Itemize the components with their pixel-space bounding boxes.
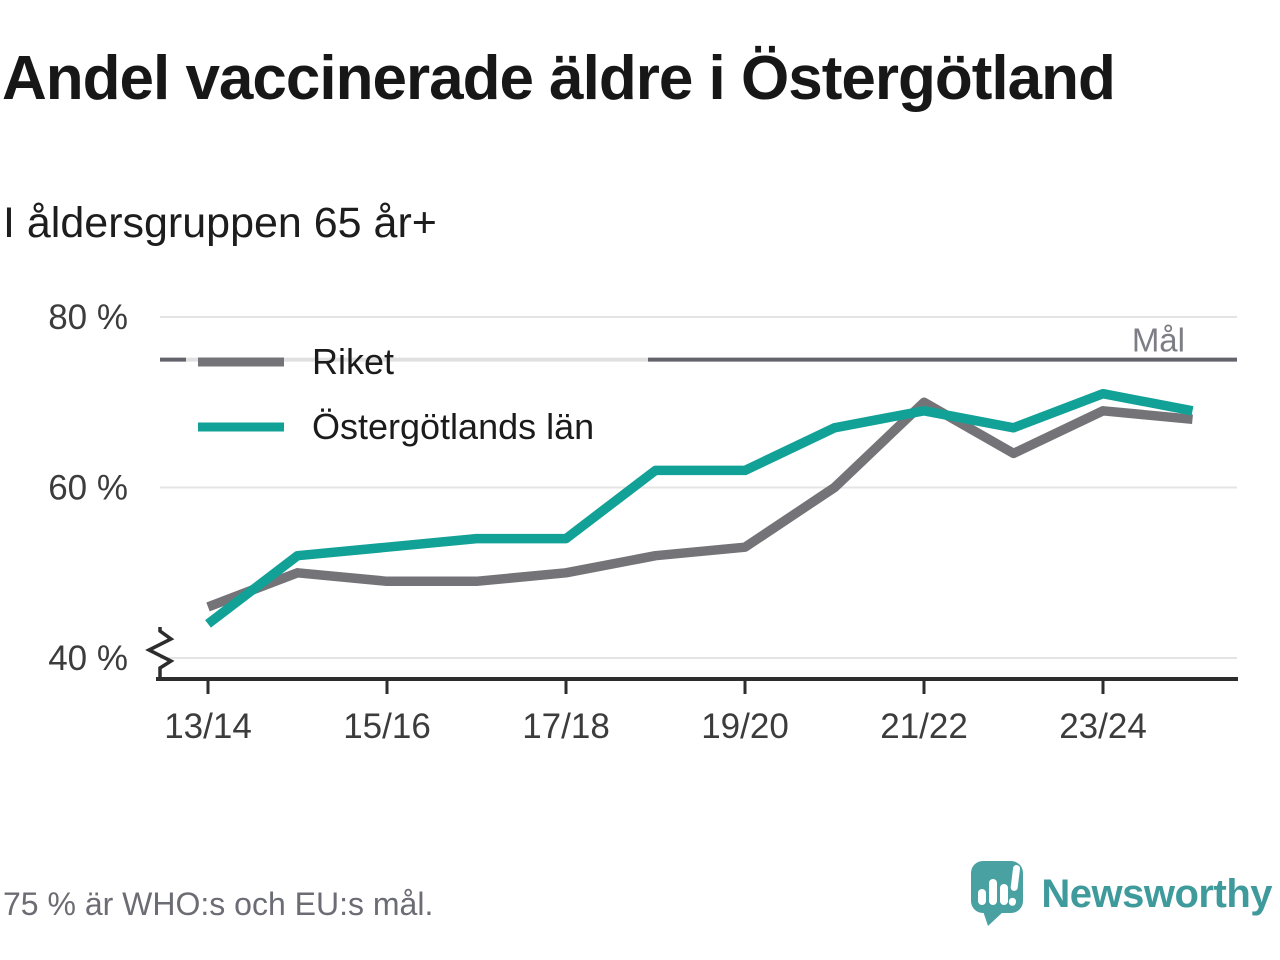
y-axis-label: 60 % xyxy=(48,469,128,508)
legend-background xyxy=(186,332,648,454)
x-axis-label: 23/24 xyxy=(1059,707,1147,746)
newsworthy-logo-icon xyxy=(971,861,1024,926)
newsworthy-logo-text: Newsworthy xyxy=(1041,872,1272,916)
chart-subtitle: I åldersgruppen 65 år+ xyxy=(3,199,437,247)
gridlines xyxy=(160,316,1237,659)
footer-note: 75 % är WHO:s och EU:s mål. xyxy=(3,886,434,922)
x-axis-labels: 13/14 15/16 17/18 19/20 21/22 23/24 xyxy=(164,707,1147,746)
legend: Riket Östergötlands län xyxy=(186,332,648,454)
page-title: Andel vaccinerade äldre i Östergötland xyxy=(2,44,1116,113)
y-axis-labels: 40 % 60 % 80 % xyxy=(48,298,128,678)
x-ticks xyxy=(206,679,1105,694)
legend-label-riket: Riket xyxy=(312,341,394,382)
series-line-1 xyxy=(205,388,1194,628)
x-axis-label: 19/20 xyxy=(701,707,789,746)
y-axis-label: 80 % xyxy=(48,298,128,337)
series-line-0 xyxy=(206,397,1193,612)
legend-label-ostergotlands-lan: Östergötlands län xyxy=(312,406,594,447)
x-axis: 13/14 15/16 17/18 19/20 21/22 23/24 xyxy=(145,627,1238,746)
y-axis-break-icon xyxy=(145,627,175,679)
x-axis-label: 13/14 xyxy=(164,707,252,746)
y-axis-label: 40 % xyxy=(48,639,128,678)
newsworthy-logo: Newsworthy xyxy=(971,861,1272,927)
x-axis-label: 15/16 xyxy=(343,707,431,746)
x-axis-label: 17/18 xyxy=(522,707,610,746)
x-axis-label: 21/22 xyxy=(880,707,968,746)
series-lines xyxy=(205,388,1194,628)
goal-label: Mål xyxy=(1132,322,1185,359)
